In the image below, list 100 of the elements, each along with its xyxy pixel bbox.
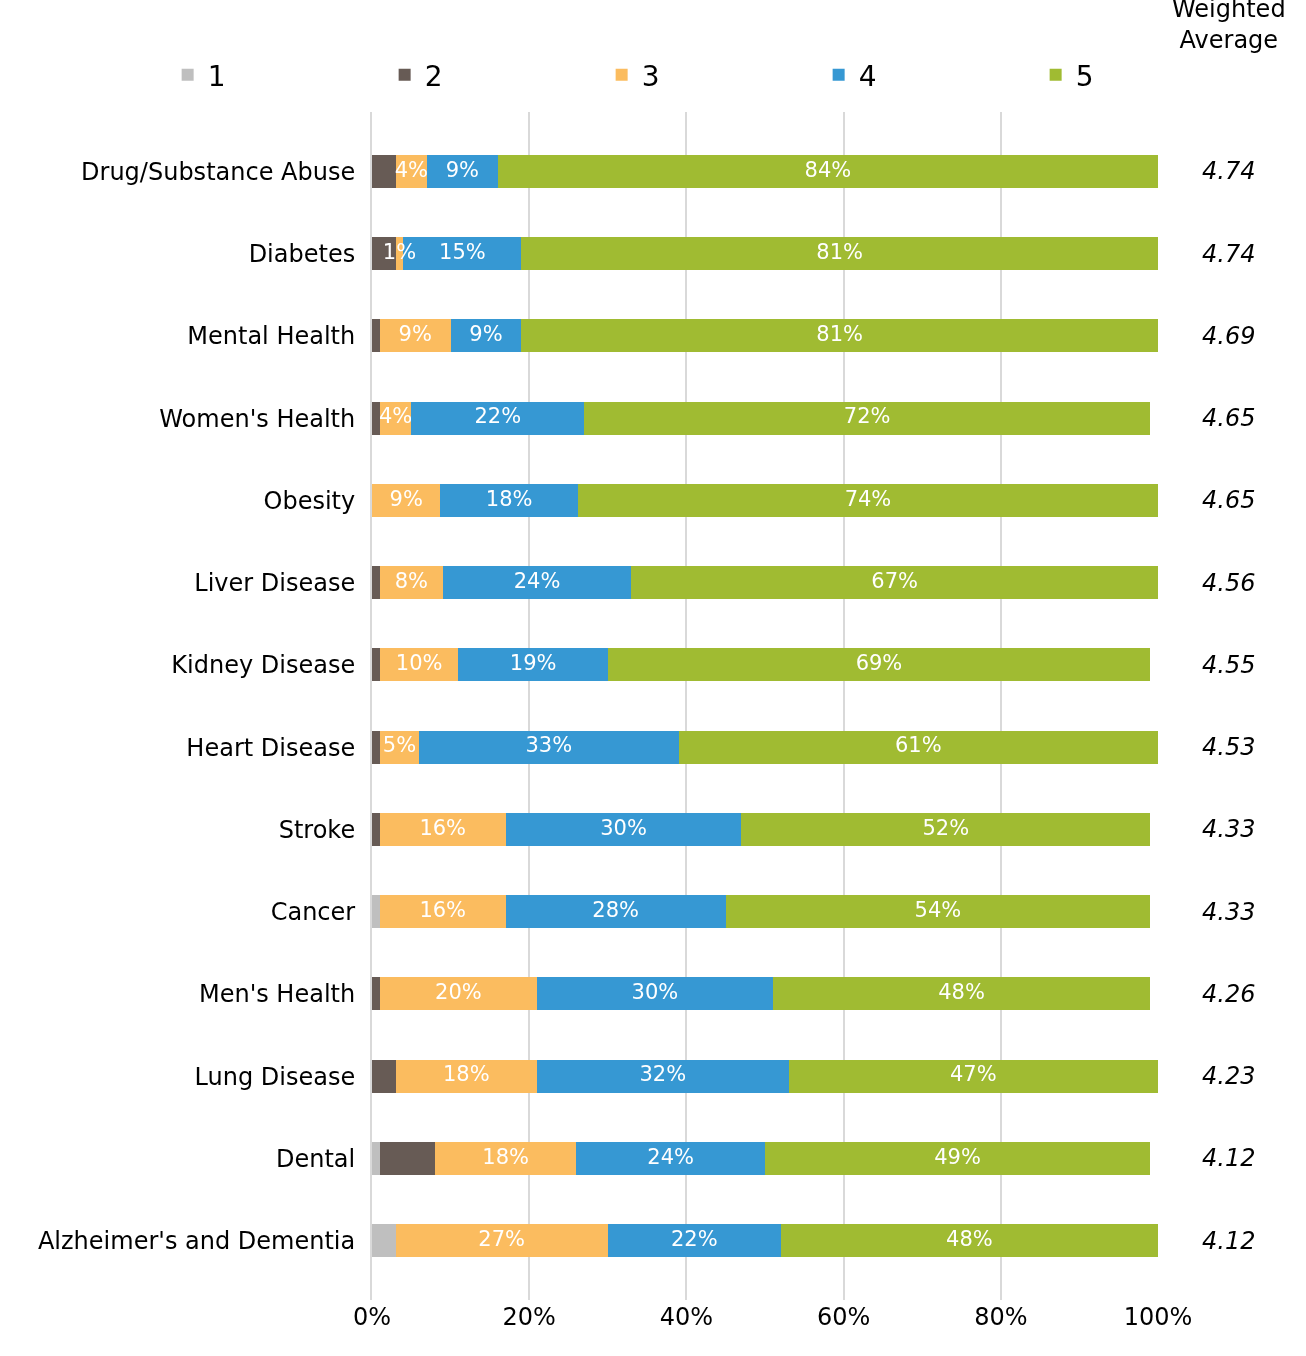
x-tick-label: 0% <box>352 1303 392 1331</box>
bar <box>372 1224 396 1258</box>
data-label: 16% <box>419 815 467 840</box>
data-label: 16% <box>419 897 467 922</box>
text: 4.74 <box>1202 157 1256 185</box>
bar <box>411 401 585 435</box>
data-label: 49% <box>934 1144 981 1169</box>
bar <box>372 1141 380 1175</box>
data-label: 9% <box>469 322 503 347</box>
bar <box>372 319 380 353</box>
bar <box>372 566 380 600</box>
bar <box>772 977 1151 1011</box>
y-tick-label: Diabetes <box>248 240 356 269</box>
bar <box>741 812 1151 846</box>
y-tick-label: Lung Disease <box>194 1062 356 1091</box>
data-label: 48% <box>938 980 985 1005</box>
bar <box>607 648 1151 682</box>
text: 4.12 <box>1202 1227 1256 1255</box>
legend-label: 1 <box>207 59 226 93</box>
bar <box>505 895 726 929</box>
data-label: 19% <box>509 651 557 676</box>
data-label: 20% <box>435 980 482 1005</box>
data-label: 81% <box>816 239 864 264</box>
data-label: 72% <box>843 404 891 429</box>
y-tick-label: Stroke <box>278 815 356 844</box>
data-label: 33% <box>525 733 573 758</box>
bar <box>458 648 608 682</box>
bar <box>372 895 380 929</box>
bar <box>765 1141 1151 1175</box>
data-label: 27% <box>478 1226 526 1251</box>
y-tick-label: Heart Disease <box>186 733 356 762</box>
data-label: 24% <box>513 568 561 593</box>
bar <box>577 483 1158 517</box>
data-label: 18% <box>485 486 533 511</box>
data-label: 84% <box>804 157 852 182</box>
data-label: 61% <box>894 733 942 758</box>
data-label: 22% <box>670 1226 718 1251</box>
data-label: 18% <box>442 1062 490 1087</box>
bar <box>607 1224 781 1258</box>
data-label: 8% <box>394 568 428 593</box>
text: 4.23 <box>1202 1062 1256 1090</box>
data-label: 1% <box>382 239 417 264</box>
x-tick-label: 80% <box>974 1303 1028 1331</box>
y-tick-label: Kidney Disease <box>171 651 356 680</box>
data-label: 4% <box>378 404 413 429</box>
bar <box>725 895 1151 929</box>
y-tick-label: Dental <box>275 1144 356 1173</box>
bar <box>584 401 1151 435</box>
data-label: 69% <box>855 651 903 676</box>
data-label: 5% <box>382 733 417 758</box>
bar <box>372 154 396 188</box>
y-tick-label: Mental Health <box>187 322 356 351</box>
bar <box>521 237 1158 271</box>
text: 4.74 <box>1202 240 1256 268</box>
data-label: 81% <box>816 322 864 347</box>
bar <box>372 401 380 435</box>
y-tick-label: Obesity <box>263 486 356 515</box>
data-label: 67% <box>871 568 919 593</box>
bar <box>521 319 1158 353</box>
bar <box>434 1141 577 1175</box>
text: 4.33 <box>1202 898 1256 926</box>
text: 4.69 <box>1202 322 1256 350</box>
bar <box>788 1059 1158 1093</box>
bar <box>537 977 773 1011</box>
bar <box>379 812 506 846</box>
bar <box>372 812 380 846</box>
text: 4.65 <box>1202 486 1256 514</box>
y-tick-label: Cancer <box>270 898 356 927</box>
text: 4.53 <box>1202 733 1256 761</box>
y-tick-label: Alzheimer's and Dementia <box>37 1227 356 1255</box>
bar <box>419 730 679 764</box>
bar <box>372 730 380 764</box>
bar <box>631 566 1158 600</box>
bar <box>395 1224 608 1258</box>
bar <box>379 1141 435 1175</box>
text: 4.55 <box>1202 651 1256 679</box>
bar <box>576 1141 765 1175</box>
bar <box>505 812 742 846</box>
text: 4.56 <box>1202 569 1256 597</box>
bar <box>442 566 632 600</box>
y-tick-label: Drug/Substance Abuse <box>81 157 356 186</box>
data-label: 32% <box>639 1062 687 1087</box>
data-label: 15% <box>439 239 486 264</box>
text: 4.12 <box>1202 1144 1256 1172</box>
bar <box>537 1059 789 1093</box>
legend-label: 4 <box>858 59 877 93</box>
bar <box>372 648 380 682</box>
bar <box>395 1059 538 1093</box>
data-label: 9% <box>389 486 423 511</box>
bar <box>379 977 538 1011</box>
text: 4.33 <box>1202 815 1256 843</box>
legend-label: 3 <box>641 59 660 93</box>
data-label: 74% <box>844 486 892 511</box>
legend-label: 5 <box>1075 59 1094 93</box>
data-label: 54% <box>914 897 962 922</box>
data-label: 28% <box>592 897 639 922</box>
bar <box>497 154 1158 188</box>
data-label: 24% <box>647 1144 695 1169</box>
bar <box>372 977 380 1011</box>
data-label: 18% <box>482 1144 529 1169</box>
